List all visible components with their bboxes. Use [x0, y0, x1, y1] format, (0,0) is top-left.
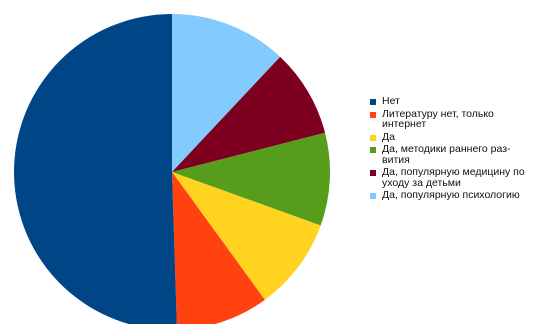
legend-label: Да, популярную медицину по уходу за деть…: [382, 166, 525, 189]
legend-label: Да, популярную психологию: [382, 189, 520, 201]
pie-slice-4: [172, 56, 326, 173]
legend-swatch: [370, 170, 376, 176]
legend: Нет Литературу нет, только интернет Да Да, …: [370, 96, 552, 203]
legend-label: Да: [382, 130, 395, 143]
legend-item: Литературу нет, только интернет: [370, 107, 552, 130]
legend-label: Нет: [382, 95, 400, 107]
pie-slice-3: [172, 132, 330, 226]
pie-chart: [14, 14, 330, 324]
legend-item: Да, популярную психологию: [370, 190, 552, 201]
pie-slice-1: [172, 172, 265, 324]
legend-item: Да, популярную медицину по уходу за деть…: [370, 167, 552, 188]
legend-swatch: [370, 99, 376, 105]
pie-slice-0: [14, 14, 177, 324]
legend-swatch: [370, 147, 376, 153]
legend-item: Нет: [370, 96, 552, 107]
legend-label: Литературу нет, только интернет: [382, 107, 494, 130]
legend-swatch: [370, 111, 376, 118]
legend-item: Да, методики раннего раз- вития: [370, 144, 552, 165]
pie-slice-5: [172, 14, 281, 172]
legend-swatch: [370, 134, 376, 141]
legend-item: Да: [370, 130, 552, 143]
pie-slice-2: [172, 172, 321, 300]
legend-swatch: [370, 193, 376, 199]
legend-label: Да, методики раннего раз- вития: [382, 143, 511, 166]
